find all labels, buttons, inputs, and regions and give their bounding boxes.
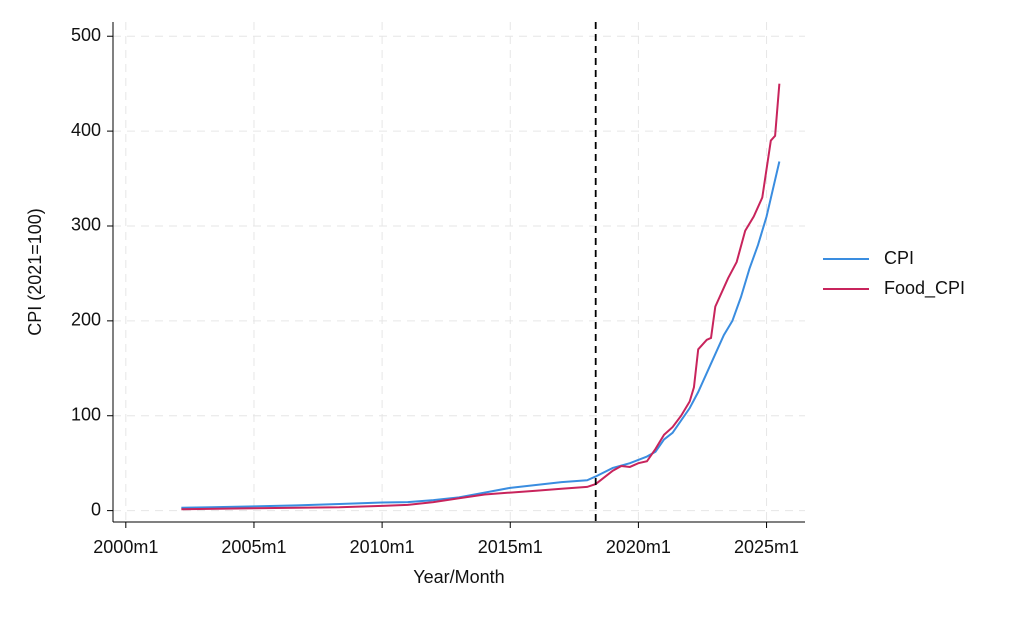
y-tick-label: 400 bbox=[71, 120, 101, 140]
series-line bbox=[181, 161, 781, 509]
x-tick-label: 2025m1 bbox=[734, 537, 799, 557]
y-tick-label: 100 bbox=[71, 404, 101, 424]
x-tick-label: 2000m1 bbox=[93, 537, 158, 557]
y-tick-label: 500 bbox=[71, 25, 101, 45]
y-axis-label: CPI (2021=100) bbox=[25, 208, 45, 336]
y-tick-label: 200 bbox=[71, 310, 101, 330]
y-tick-label: 0 bbox=[91, 499, 101, 519]
y-tick-label: 300 bbox=[71, 215, 101, 235]
legend-label: Food_CPI bbox=[884, 278, 965, 299]
series-line bbox=[181, 83, 781, 511]
x-tick-label: 2020m1 bbox=[606, 537, 671, 557]
x-axis-label: Year/Month bbox=[413, 567, 504, 587]
x-tick-label: 2015m1 bbox=[478, 537, 543, 557]
x-tick-label: 2005m1 bbox=[221, 537, 286, 557]
x-tick-label: 2010m1 bbox=[350, 537, 415, 557]
legend-label: CPI bbox=[884, 248, 914, 268]
